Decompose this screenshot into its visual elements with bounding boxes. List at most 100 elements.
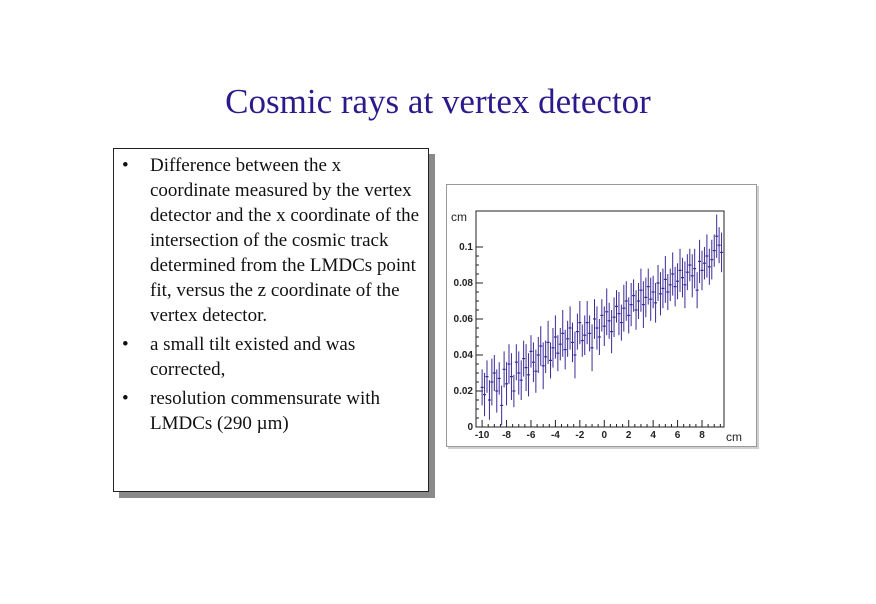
data-point [656, 265, 660, 301]
data-point [487, 380, 491, 420]
data-point [629, 283, 633, 327]
x-tick-label: 2 [626, 430, 632, 441]
data-point [546, 320, 550, 364]
y-tick-label: 0.04 [454, 350, 474, 361]
data-point [605, 288, 609, 336]
data-point [607, 302, 611, 339]
data-point [558, 328, 562, 361]
bullet-item: • resolution commensurate with LMDCs (290… [114, 386, 422, 436]
x-tick-label: -8 [502, 430, 511, 441]
data-point [632, 279, 636, 312]
bullet-item: • Difference between the x coordinate mea… [114, 153, 422, 328]
data-point [495, 369, 499, 413]
data-point [497, 362, 501, 395]
x-tick-label: -6 [527, 430, 536, 441]
data-point [636, 283, 640, 319]
data-point [693, 248, 697, 289]
data-point [593, 299, 597, 339]
data-point [702, 247, 706, 280]
data-point [698, 239, 702, 283]
data-point [531, 342, 535, 382]
data-point [710, 239, 714, 280]
bullet-text: a small tilt existed and was corrected, [150, 334, 356, 380]
data-point [614, 290, 618, 323]
data-point [639, 268, 643, 312]
data-point [654, 283, 658, 323]
x-tick-label: -10 [475, 430, 490, 441]
data-point [646, 268, 650, 305]
data-point [509, 353, 513, 400]
data-point [553, 315, 557, 359]
data-point [673, 266, 677, 307]
bullet-text-box: • Difference between the x coordinate mea… [113, 148, 429, 492]
data-point [676, 263, 680, 300]
x-tick-label: -4 [551, 430, 560, 441]
data-point [634, 290, 638, 330]
data-point [663, 256, 667, 303]
data-point [500, 385, 504, 426]
data-point [590, 324, 594, 372]
data-point [480, 369, 484, 406]
data-point [707, 248, 711, 285]
data-point [524, 344, 528, 391]
data-point [597, 319, 601, 355]
data-point [683, 261, 687, 309]
data-point [580, 324, 584, 357]
data-point [705, 234, 709, 278]
data-point [541, 342, 545, 390]
data-point [583, 315, 587, 355]
data-point [602, 306, 606, 346]
data-point [568, 306, 572, 350]
data-point [551, 328, 555, 368]
data-point [573, 331, 577, 379]
data-point [556, 335, 560, 372]
data-point [517, 351, 521, 395]
data-point [624, 281, 628, 321]
data-point [529, 335, 533, 368]
data-point [563, 329, 567, 370]
data-point [685, 254, 689, 291]
data-point [571, 322, 575, 363]
data-point [658, 272, 662, 316]
data-point [690, 254, 694, 298]
y-tick-label: 0.06 [454, 314, 474, 325]
data-point [522, 340, 526, 377]
data-point [507, 344, 511, 384]
data-point [612, 297, 616, 337]
data-point [666, 274, 670, 310]
slide-title: Cosmic rays at vertex detector [225, 82, 651, 121]
data-points [480, 214, 724, 426]
data-point [644, 277, 648, 318]
data-point [539, 326, 543, 366]
data-point [720, 232, 724, 273]
data-point [649, 277, 653, 321]
data-point [566, 320, 570, 357]
data-point [627, 297, 631, 334]
data-point [588, 315, 592, 352]
bullet-list: • Difference between the x coordinate mea… [114, 149, 428, 436]
data-point [641, 281, 645, 328]
data-point [715, 214, 719, 258]
x-tick-label: 6 [675, 430, 681, 441]
data-point [717, 227, 721, 264]
y-tick-label: 0.1 [459, 242, 473, 253]
scatter-plot: 0 0.02 0.04 0.06 0.08 0.1 -10 -8 -6 -4 -2 0 2 4 6 8 cm… [451, 210, 742, 444]
bullet-icon: • [122, 155, 129, 176]
data-point [668, 268, 672, 301]
data-point [700, 250, 704, 291]
data-point [661, 268, 665, 309]
data-point [671, 252, 675, 296]
bullet-text: resolution commensurate with LMDCs (290 … [150, 388, 381, 434]
y-axis-label: cm [451, 210, 467, 224]
data-point [544, 340, 548, 373]
data-point [514, 344, 518, 381]
data-point [519, 360, 523, 400]
data-point [485, 360, 489, 393]
data-point [534, 349, 538, 393]
data-point [483, 373, 487, 417]
data-point [610, 310, 614, 354]
x-tick-label: 8 [699, 430, 705, 441]
bullet-item: • a small tilt existed and was corrected, [114, 332, 422, 382]
plot-area [475, 210, 725, 428]
data-point [617, 292, 621, 336]
